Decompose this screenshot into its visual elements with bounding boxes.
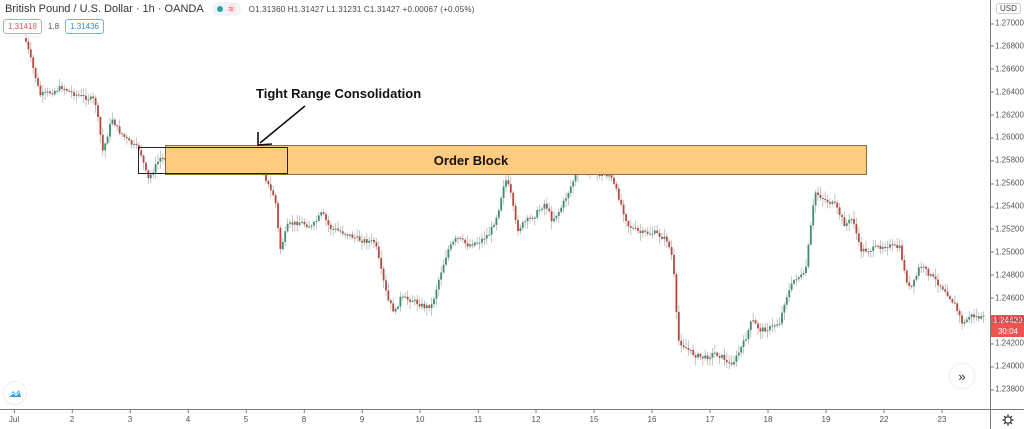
price-tick: 1.24200: [991, 338, 1024, 348]
scroll-to-realtime-button[interactable]: »: [950, 364, 974, 388]
time-tick: 16: [647, 410, 657, 424]
consolidation-label: Tight Range Consolidation: [256, 86, 422, 101]
price-axis[interactable]: USD 1.24420 30:04 1.27000 1.26800 1.26600 1…: [990, 0, 1024, 409]
price-tick: 1.26400: [991, 87, 1024, 97]
price-tick: 1.26600: [991, 64, 1024, 74]
order-block-label: Order Block: [433, 152, 509, 168]
tradingview-cloud-icon: [9, 390, 21, 397]
time-tick: 12: [531, 410, 541, 424]
tradingview-logo-button[interactable]: [3, 381, 27, 405]
settings-button[interactable]: [990, 409, 1024, 429]
price-tick: 1.24600: [991, 293, 1024, 302]
price-tick: 1.25000: [991, 247, 1024, 257]
time-tick: 18: [763, 410, 773, 424]
price-tick: 1.24400: [991, 315, 1024, 325]
price-tick: 1.23800: [991, 384, 1024, 394]
bar-countdown-label: 30:04: [991, 326, 1024, 337]
time-tick: 4: [185, 410, 191, 424]
time-tick: 19: [821, 410, 831, 424]
order-block-zone[interactable]: Order Block: [165, 145, 867, 175]
buy-ask-button[interactable]: 1.31436: [65, 19, 104, 34]
price-tick: 1.26000: [991, 132, 1024, 142]
annotation-arrow: [257, 105, 306, 146]
replay-wave-icon: ≈: [226, 4, 236, 14]
chart-pane[interactable]: Order Block Tight Range Consolidation Br…: [0, 0, 990, 409]
consolidation-box[interactable]: [138, 147, 288, 174]
gear-icon: [1002, 414, 1014, 425]
time-tick: 10: [415, 410, 425, 424]
legend-header: British Pound / U.S. Dollar · 1h · OANDA…: [5, 2, 475, 16]
time-tick: 17: [705, 410, 715, 424]
price-tick: 1.27000: [991, 18, 1024, 28]
time-tick: 8: [301, 410, 307, 424]
time-tick: 5: [243, 410, 249, 424]
spread-value: 1.8: [47, 22, 60, 31]
time-tick: 3: [127, 410, 133, 424]
time-tick: Jul: [8, 410, 20, 424]
market-open-dot-icon: [216, 6, 223, 12]
time-tick: 2: [69, 410, 75, 424]
time-tick: 15: [589, 410, 599, 424]
quote-row: 1.31418 1.8 1.31436: [3, 19, 104, 34]
price-tick: 1.26800: [991, 41, 1024, 51]
time-tick: 9: [359, 410, 365, 424]
price-tick: 1.26200: [991, 110, 1024, 119]
sell-bid-button[interactable]: 1.31418: [3, 19, 42, 34]
status-pill[interactable]: ≈: [211, 2, 241, 16]
time-tick: 22: [879, 410, 889, 424]
price-tick: 1.25800: [991, 155, 1024, 165]
symbol-title[interactable]: British Pound / U.S. Dollar · 1h · OANDA: [5, 3, 204, 15]
last-price-label: 1.24420: [991, 315, 1024, 326]
time-tick: 11: [473, 410, 483, 424]
price-tick: 1.24000: [991, 361, 1024, 371]
ohlc-values: O1.31360 H1.31427 L1.31231 C1.31427 +0.0…: [248, 4, 475, 14]
price-tick: 1.25600: [991, 178, 1024, 188]
price-tick: 1.24800: [991, 270, 1024, 280]
currency-badge[interactable]: USD: [996, 3, 1021, 14]
price-tick: 1.25200: [991, 224, 1024, 234]
time-tick: 23: [937, 410, 947, 424]
price-tick: 1.25400: [991, 201, 1024, 211]
time-axis[interactable]: Jul 2 3 4 5 8 9 10 11 12 15 16 17 18 19 22 23: [0, 409, 990, 429]
